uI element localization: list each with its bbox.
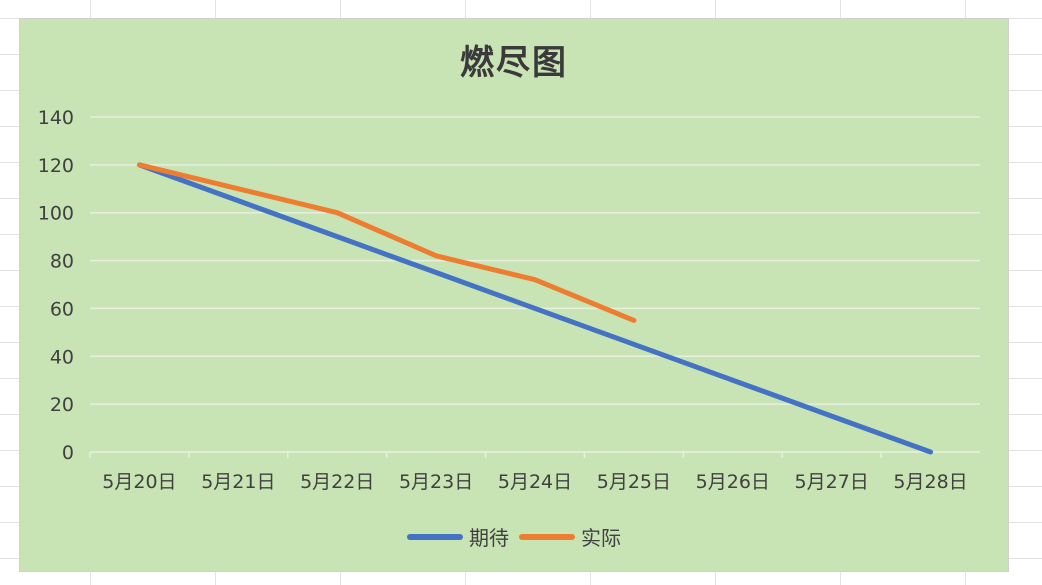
y-tick-label: 20: [50, 394, 74, 416]
x-tick-label: 5月21日: [201, 471, 275, 493]
legend-item[interactable]: 期待: [407, 522, 509, 551]
x-tick-label: 5月26日: [696, 471, 770, 493]
y-tick-label: 40: [50, 346, 74, 368]
x-tick-label: 5月20日: [102, 471, 176, 493]
legend-item[interactable]: 实际: [519, 522, 621, 551]
x-tick-label: 5月23日: [399, 471, 473, 493]
legend-swatch: [407, 533, 463, 540]
chart-legend[interactable]: 期待 实际: [20, 522, 1008, 551]
legend-swatch: [519, 533, 575, 540]
x-tick-label: 5月24日: [498, 471, 572, 493]
series-line-expected: [136, 162, 934, 455]
y-tick-label: 100: [38, 203, 74, 225]
x-tick-label: 5月22日: [300, 471, 374, 493]
series-line-actual: [136, 162, 637, 323]
y-tick-label: 140: [38, 107, 74, 129]
legend-label: 实际: [581, 526, 621, 550]
y-tick-label: 80: [50, 251, 74, 273]
burndown-chart[interactable]: 燃尽图 0 20 40 60 80 100 120 140 5月20日 5月21日 5月22日 5月2…: [19, 18, 1009, 572]
x-tick-label: 5月27日: [795, 471, 869, 493]
y-tick-label: 60: [50, 298, 74, 320]
legend-label: 期待: [469, 526, 509, 550]
x-tick-label: 5月25日: [597, 471, 671, 493]
x-tick-label: 5月28日: [893, 471, 967, 493]
y-tick-label: 0: [62, 442, 74, 464]
chart-title: 燃尽图: [460, 43, 568, 83]
plot-area: 0 20 40 60 80 100 120 140 5月20日 5月21日 5月22日 5月23日 5月…: [38, 107, 980, 493]
y-tick-label: 120: [38, 155, 74, 177]
